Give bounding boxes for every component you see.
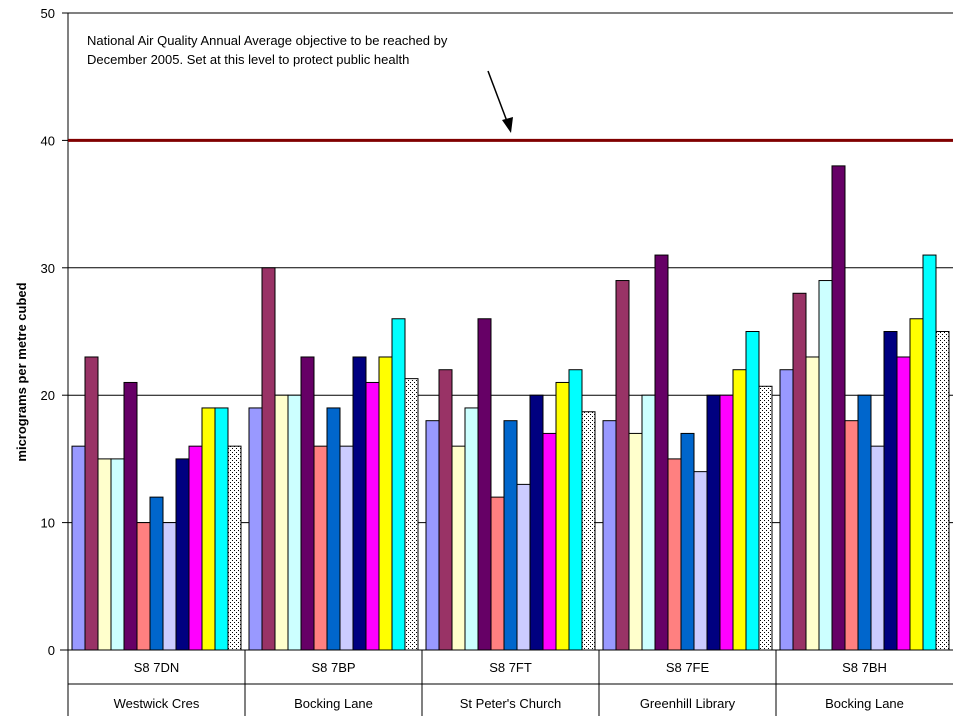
bar [555, 381, 570, 651]
bar [503, 420, 518, 651]
bar [248, 407, 263, 651]
bar [378, 356, 393, 651]
bar [529, 394, 544, 651]
y-tick-label: 40 [41, 133, 55, 148]
bar [628, 432, 643, 651]
y-axis-label: micrograms per metre cubed [14, 282, 29, 461]
bar [438, 369, 453, 651]
category-code-label: S8 7FT [489, 660, 532, 675]
bar [391, 318, 406, 651]
bar [188, 445, 203, 651]
bar [149, 496, 164, 651]
bar [779, 369, 794, 651]
category-name-label: Westwick Cres [114, 696, 200, 711]
bar [581, 411, 596, 651]
bar [175, 458, 190, 651]
bar [745, 331, 760, 651]
bar [123, 381, 138, 651]
bars [71, 165, 950, 651]
bar [922, 254, 937, 651]
bar [680, 432, 695, 651]
bar [287, 394, 302, 651]
bar [339, 445, 354, 651]
category-code-label: S8 7BP [311, 660, 355, 675]
y-tick-label: 30 [41, 261, 55, 276]
category-name-label: Bocking Lane [825, 696, 904, 711]
bar [71, 445, 86, 651]
bar [477, 318, 492, 651]
bar [274, 394, 289, 651]
bar [805, 356, 820, 651]
bar [84, 356, 99, 651]
y-tick-labels: 0 10 20 30 40 50 [41, 6, 55, 658]
bar [693, 471, 708, 651]
bar [844, 420, 859, 651]
bar [352, 356, 367, 651]
category-labels: S8 7DN Westwick Cres S8 7BP Bocking Lane S8 … [114, 660, 904, 711]
annotation-line-2: December 2005. Set at this level to prot… [87, 52, 409, 67]
bar [568, 369, 583, 651]
bar [313, 445, 328, 651]
y-tick-label: 10 [41, 516, 55, 531]
bar [870, 445, 885, 651]
y-tick-label: 20 [41, 388, 55, 403]
category-code-label: S8 7BH [842, 660, 887, 675]
y-tick-label: 50 [41, 6, 55, 21]
bar [490, 496, 505, 651]
bar [719, 394, 734, 651]
bar [97, 458, 112, 651]
bar [425, 420, 440, 651]
bar [792, 292, 807, 651]
bar [654, 254, 669, 651]
bar [214, 407, 229, 651]
bar [300, 356, 315, 651]
bar [261, 267, 276, 651]
bar [831, 165, 846, 651]
category-name-label: Greenhill Library [640, 696, 736, 711]
category-code-label: S8 7FE [666, 660, 710, 675]
bar [602, 420, 617, 651]
bar [365, 381, 380, 651]
bar [227, 445, 242, 651]
bar [641, 394, 656, 651]
bar [162, 522, 177, 651]
bar [110, 458, 125, 651]
bar [615, 280, 630, 651]
category-code-label: S8 7DN [134, 660, 180, 675]
bar [758, 385, 773, 651]
y-tick-label: 0 [48, 643, 55, 658]
bar [857, 394, 872, 651]
bar [451, 445, 466, 651]
bar [516, 483, 531, 651]
bar [706, 394, 721, 651]
bar [464, 407, 479, 651]
category-name-label: Bocking Lane [294, 696, 373, 711]
bar [326, 407, 341, 651]
axes [60, 12, 953, 716]
bar [909, 318, 924, 651]
annotation-line-1: National Air Quality Annual Average obje… [87, 33, 448, 48]
bar [732, 369, 747, 651]
bar [201, 407, 216, 651]
bar [404, 378, 419, 651]
bar [896, 356, 911, 651]
bar [542, 432, 557, 651]
bar [883, 331, 898, 651]
bar [935, 331, 950, 651]
category-name-label: St Peter's Church [460, 696, 561, 711]
bar [818, 280, 833, 651]
bar [667, 458, 682, 651]
annotation-arrow [487, 70, 513, 133]
bar [136, 522, 151, 651]
